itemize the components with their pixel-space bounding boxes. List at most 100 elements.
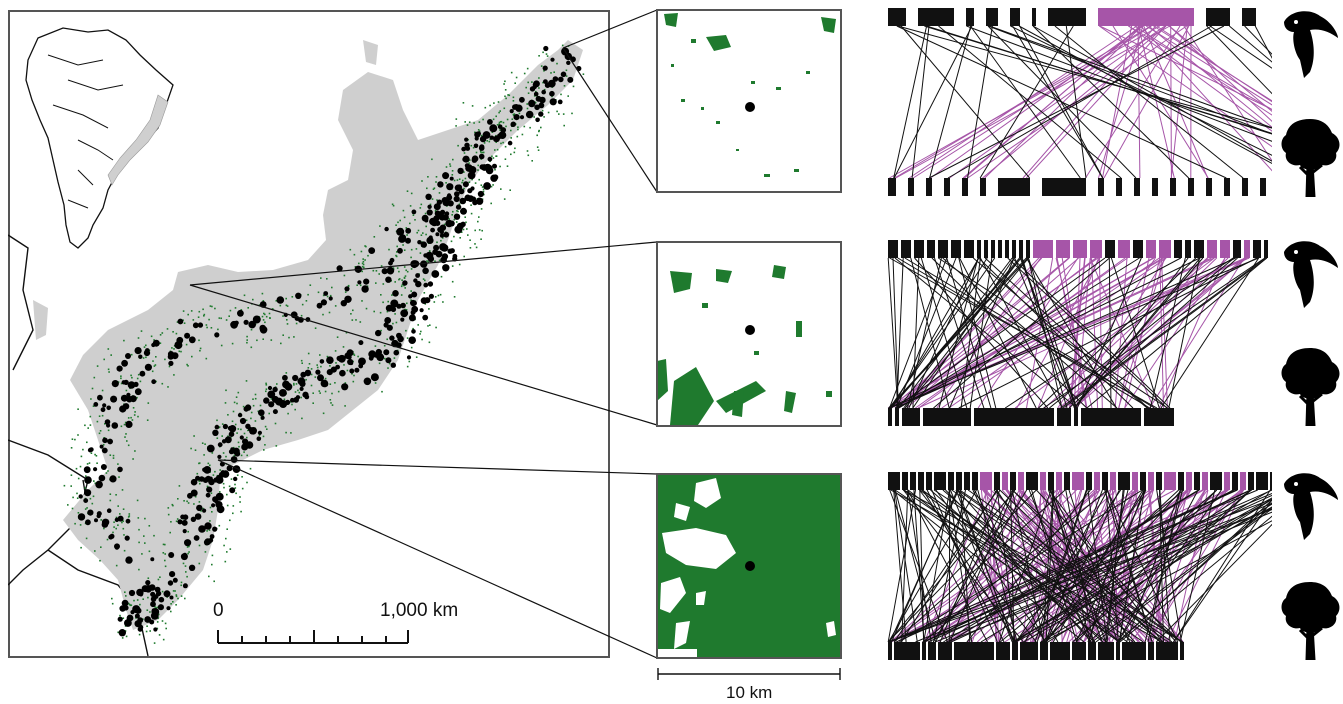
toucan-icon [1280, 8, 1340, 78]
toucan-icon [1280, 238, 1340, 308]
frugivore-node [1240, 472, 1246, 490]
plant-node [1116, 178, 1122, 196]
frugivore-node [918, 472, 924, 490]
frugivore-node [1194, 472, 1200, 490]
interaction-link [898, 26, 1272, 178]
frugivore-node [1010, 8, 1020, 26]
frugivore-node [1244, 240, 1250, 258]
interaction-link [888, 490, 1015, 642]
plant-node [1088, 642, 1096, 660]
frugivore-node [1064, 472, 1070, 490]
plant-node [974, 408, 1054, 426]
plant-node [928, 642, 936, 660]
frugivore-node [1026, 240, 1030, 258]
plant-node [996, 642, 1010, 660]
frugivore-node [1202, 472, 1208, 490]
inset-map-high-forest [656, 473, 842, 659]
plant-node [954, 642, 994, 660]
tree-icon [1278, 115, 1342, 197]
plant-node [895, 408, 899, 426]
frugivore-node [986, 8, 998, 26]
plant-node [944, 178, 950, 196]
plant-node [1148, 642, 1154, 660]
focal-site-marker [745, 325, 755, 335]
plant-node [1152, 178, 1158, 196]
frugivore-node [938, 240, 948, 258]
plant-node [902, 408, 920, 426]
interaction-link [891, 258, 1069, 408]
plant-node [908, 178, 914, 196]
plant-node [1012, 642, 1018, 660]
frugivore-node [926, 472, 932, 490]
tree-icon [1278, 578, 1342, 660]
frugivore-node [1253, 240, 1261, 258]
plant-node [1116, 642, 1120, 660]
plant-node [1144, 408, 1174, 426]
frugivore-node [1033, 240, 1053, 258]
plant-node [1134, 178, 1140, 196]
interaction-link [888, 258, 898, 408]
plant-node [1040, 642, 1048, 660]
frugivore-node [1186, 472, 1192, 490]
frugivore-node [1156, 472, 1162, 490]
plant-node [1081, 408, 1141, 426]
frugivore-node [1148, 472, 1154, 490]
frugivore-node [910, 472, 916, 490]
frugivore-node [964, 472, 970, 490]
plant-node [998, 178, 1030, 196]
interaction-link [1100, 26, 1272, 178]
frugivore-node [1018, 472, 1024, 490]
frugivore-node [1256, 472, 1268, 490]
interaction-link [889, 258, 1027, 408]
plant-node [923, 408, 971, 426]
frugivore-node [1002, 472, 1008, 490]
plant-node [1224, 178, 1230, 196]
frugivore-node [927, 240, 935, 258]
frugivore-node [1207, 240, 1217, 258]
interaction-link [1150, 258, 1185, 408]
frugivore-node [1174, 240, 1182, 258]
frugivore-node [1206, 8, 1230, 26]
interaction-link [1135, 26, 1272, 178]
toucan-icon [1280, 470, 1340, 540]
frugivore-node [1224, 472, 1230, 490]
frugivore-node [914, 240, 924, 258]
frugivore-node [1019, 240, 1023, 258]
plant-node [1188, 178, 1194, 196]
inset-scale-bar: 10 km [650, 664, 850, 704]
plant-node [1072, 642, 1086, 660]
frugivore-node [1110, 472, 1116, 490]
plant-node [962, 178, 968, 196]
frugivore-node [1185, 240, 1191, 258]
frugivore-node [1086, 472, 1092, 490]
frugivore-node [1094, 472, 1100, 490]
frugivore-node [1164, 472, 1176, 490]
interaction-link [1099, 26, 1272, 178]
plant-node [1156, 642, 1178, 660]
plant-node [1260, 178, 1266, 196]
plant-node [1074, 408, 1078, 426]
plant-node [1170, 178, 1176, 196]
frugivore-node [888, 8, 906, 26]
interaction-link [896, 26, 1170, 178]
frugivore-node [1056, 472, 1062, 490]
frugivore-node [951, 240, 961, 258]
frugivore-node [1140, 472, 1146, 490]
network-links [889, 26, 1272, 178]
frugivore-node [1242, 8, 1256, 26]
focal-site-marker [745, 561, 755, 571]
inset-map-mid-forest [656, 241, 842, 427]
interaction-link [924, 26, 1272, 178]
frugivore-node [998, 240, 1002, 258]
plant-node [1098, 642, 1114, 660]
tree-icon [1278, 344, 1342, 426]
frugivore-node [901, 240, 911, 258]
plant-node [888, 642, 892, 660]
plant-node [894, 642, 920, 660]
focal-site-marker [745, 102, 755, 112]
plant-node [922, 642, 926, 660]
frugivore-node [1073, 240, 1087, 258]
plant-node [1180, 642, 1184, 660]
plant-node [1242, 178, 1248, 196]
frugivore-node [1210, 472, 1222, 490]
